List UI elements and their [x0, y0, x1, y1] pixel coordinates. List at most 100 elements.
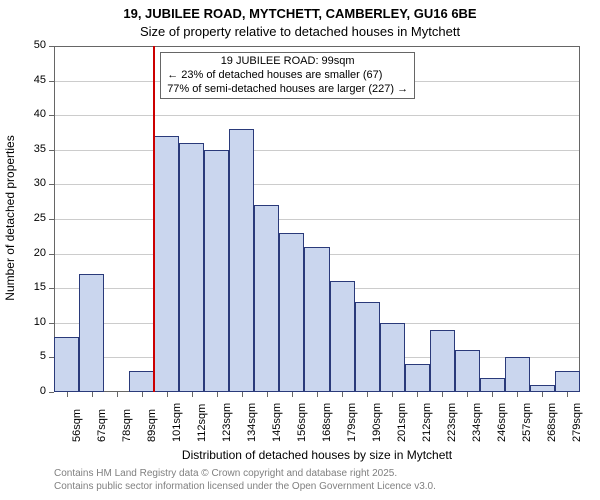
x-tick-label: 223sqm [446, 403, 458, 442]
y-tick-label: 5 [16, 350, 46, 362]
histogram-bar [304, 247, 329, 392]
x-tick-mark [442, 392, 443, 397]
x-tick-mark [317, 392, 318, 397]
annotation-line3: 77% of semi-detached houses are larger (… [167, 83, 408, 97]
x-tick-label: 56sqm [71, 409, 83, 442]
x-tick-mark [142, 392, 143, 397]
annotation-line1: 19 JUBILEE ROAD: 99sqm [167, 55, 408, 69]
x-tick-mark [517, 392, 518, 397]
y-tick-label: 10 [16, 316, 46, 328]
x-tick-mark [67, 392, 68, 397]
x-tick-mark [492, 392, 493, 397]
y-tick-label: 50 [16, 39, 46, 51]
y-tick-label: 25 [16, 212, 46, 224]
reference-marker-line [153, 46, 155, 392]
x-tick-label: 89sqm [146, 409, 158, 442]
y-tick-label: 15 [16, 281, 46, 293]
x-tick-label: 246sqm [496, 403, 508, 442]
histogram-bar [380, 323, 405, 392]
annotation-line2: ← 23% of detached houses are smaller (67… [167, 69, 408, 83]
y-tick-mark [49, 392, 54, 393]
histogram-bar [480, 378, 505, 392]
x-tick-mark [117, 392, 118, 397]
histogram-bar [530, 385, 555, 392]
x-tick-mark [417, 392, 418, 397]
histogram-bar [54, 337, 79, 392]
histogram-bar [330, 281, 355, 392]
x-tick-mark [242, 392, 243, 397]
x-tick-mark [367, 392, 368, 397]
x-axis-label: Distribution of detached houses by size … [37, 448, 597, 462]
footer-attribution: Contains HM Land Registry data © Crown c… [54, 468, 436, 493]
x-tick-mark [542, 392, 543, 397]
grid-line [55, 150, 579, 151]
histogram-bar [254, 205, 279, 392]
histogram-bar [79, 274, 104, 392]
histogram-bar [455, 350, 480, 392]
x-tick-mark [92, 392, 93, 397]
y-tick-label: 35 [16, 143, 46, 155]
y-axis-label: Number of detached properties [3, 118, 17, 318]
footer-line1: Contains HM Land Registry data © Crown c… [54, 468, 436, 481]
x-tick-mark [217, 392, 218, 397]
x-tick-label: 279sqm [571, 403, 583, 442]
x-tick-mark [267, 392, 268, 397]
x-tick-mark [192, 392, 193, 397]
x-tick-label: 78sqm [121, 409, 133, 442]
x-tick-label: 212sqm [421, 403, 433, 442]
histogram-bar [229, 129, 254, 392]
histogram-bar [129, 371, 154, 392]
x-tick-label: 201sqm [396, 403, 408, 442]
chart-title-line2: Size of property relative to detached ho… [0, 24, 600, 39]
y-tick-mark [49, 184, 54, 185]
histogram-bar [279, 233, 304, 392]
x-tick-mark [467, 392, 468, 397]
histogram-bar [555, 371, 580, 392]
y-tick-label: 30 [16, 177, 46, 189]
x-tick-label: 234sqm [471, 403, 483, 442]
chart-container: 19, JUBILEE ROAD, MYTCHETT, CAMBERLEY, G… [0, 0, 600, 500]
x-tick-label: 101sqm [171, 403, 183, 442]
chart-title-line1: 19, JUBILEE ROAD, MYTCHETT, CAMBERLEY, G… [0, 6, 600, 21]
x-tick-label: 168sqm [321, 403, 333, 442]
y-tick-mark [49, 254, 54, 255]
x-tick-mark [292, 392, 293, 397]
annotation-box: 19 JUBILEE ROAD: 99sqm← 23% of detached … [160, 52, 415, 99]
y-tick-mark [49, 323, 54, 324]
y-tick-label: 0 [16, 385, 46, 397]
histogram-bar [204, 150, 229, 392]
histogram-bar [430, 330, 455, 392]
y-tick-label: 40 [16, 108, 46, 120]
y-tick-mark [49, 288, 54, 289]
histogram-bar [179, 143, 204, 392]
x-tick-label: 112sqm [196, 404, 208, 442]
x-tick-label: 179sqm [346, 403, 358, 442]
x-tick-label: 268sqm [546, 403, 558, 442]
x-tick-label: 67sqm [96, 409, 108, 442]
histogram-bar [355, 302, 380, 392]
y-tick-label: 20 [16, 247, 46, 259]
histogram-bar [505, 357, 530, 392]
grid-line [55, 184, 579, 185]
x-tick-label: 190sqm [371, 403, 383, 442]
histogram-bar [405, 364, 430, 392]
histogram-bar [154, 136, 179, 392]
x-tick-label: 145sqm [271, 403, 283, 442]
grid-line [55, 219, 579, 220]
x-tick-label: 123sqm [221, 403, 233, 442]
x-tick-label: 156sqm [296, 403, 308, 442]
y-tick-label: 45 [16, 74, 46, 86]
footer-line2: Contains public sector information licen… [54, 481, 436, 494]
x-tick-mark [342, 392, 343, 397]
x-tick-label: 257sqm [521, 403, 533, 442]
grid-line [55, 115, 579, 116]
y-tick-mark [49, 115, 54, 116]
x-tick-label: 134sqm [246, 403, 258, 442]
x-tick-mark [392, 392, 393, 397]
y-tick-mark [49, 150, 54, 151]
x-tick-mark [567, 392, 568, 397]
y-tick-mark [49, 81, 54, 82]
x-tick-mark [167, 392, 168, 397]
y-tick-mark [49, 219, 54, 220]
y-tick-mark [49, 46, 54, 47]
